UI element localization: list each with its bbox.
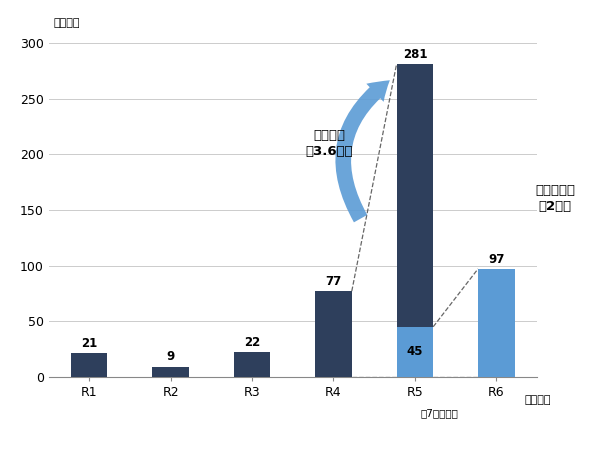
Text: 21: 21 [81,337,97,350]
Bar [478,269,515,377]
FancyArrowPatch shape [335,80,390,222]
Text: 9: 9 [166,351,175,364]
Text: 前年度の
祰3.6倍！: 前年度の 祰3.6倍！ [305,129,353,158]
Bar [71,353,107,377]
Text: 。7月末現在: 。7月末現在 [421,408,458,418]
Text: 97: 97 [488,252,505,266]
Bar [152,367,189,377]
Text: 45: 45 [407,345,423,358]
Bar [397,64,433,377]
Bar [315,291,352,377]
Bar [233,352,271,377]
Text: （年度）: （年度） [524,395,551,405]
Text: 77: 77 [325,275,341,288]
Bar [397,327,433,377]
Text: 22: 22 [244,336,260,349]
Text: （件数）: （件数） [53,18,80,28]
Text: 前年同期の
祰2倍！: 前年同期の 祰2倍！ [535,184,575,213]
Text: 281: 281 [403,48,427,61]
